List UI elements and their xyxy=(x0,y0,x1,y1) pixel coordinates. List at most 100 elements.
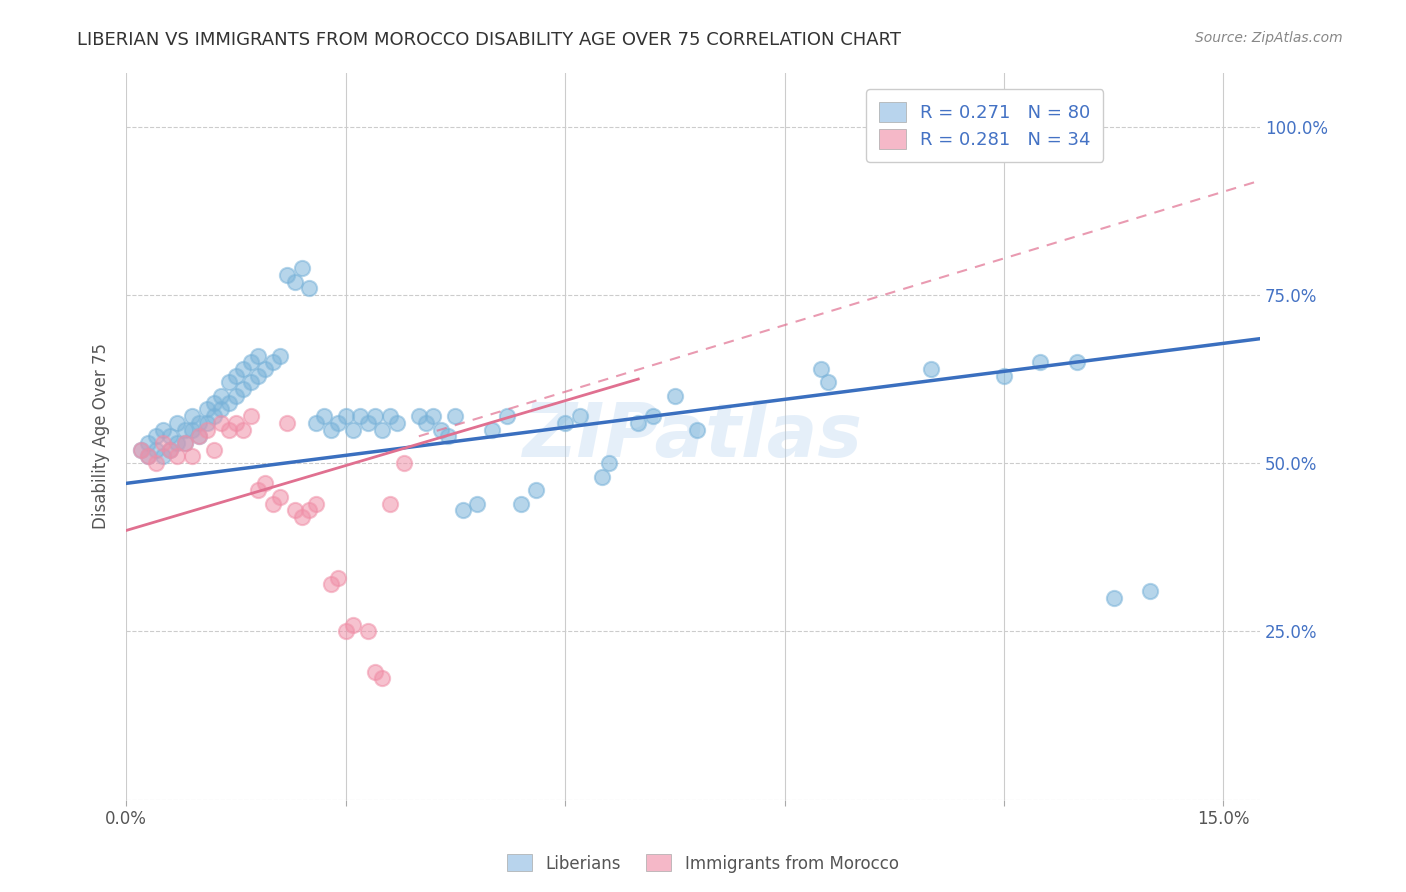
Point xyxy=(188,429,211,443)
Point xyxy=(335,624,357,639)
Point xyxy=(305,496,328,510)
Point xyxy=(568,409,591,423)
Point xyxy=(378,496,401,510)
Point xyxy=(225,368,247,383)
Point xyxy=(283,503,305,517)
Point xyxy=(1139,584,1161,599)
Point xyxy=(152,450,174,464)
Point xyxy=(312,409,335,423)
Point xyxy=(129,442,152,457)
Point xyxy=(159,442,181,457)
Point xyxy=(166,436,188,450)
Point xyxy=(305,416,328,430)
Point xyxy=(356,624,378,639)
Point xyxy=(173,436,195,450)
Point xyxy=(262,355,284,369)
Legend: R = 0.271   N = 80, R = 0.281   N = 34: R = 0.271 N = 80, R = 0.281 N = 34 xyxy=(866,89,1104,161)
Point xyxy=(510,496,533,510)
Point xyxy=(283,275,305,289)
Point xyxy=(239,409,262,423)
Point xyxy=(291,261,314,276)
Point xyxy=(385,416,408,430)
Point xyxy=(641,409,664,423)
Point xyxy=(246,349,269,363)
Point xyxy=(591,469,613,483)
Point xyxy=(335,409,357,423)
Point xyxy=(451,503,474,517)
Legend: Liberians, Immigrants from Morocco: Liberians, Immigrants from Morocco xyxy=(501,847,905,880)
Point xyxy=(664,389,686,403)
Point xyxy=(262,496,284,510)
Point xyxy=(627,416,650,430)
Point xyxy=(481,423,503,437)
Point xyxy=(209,416,232,430)
Point xyxy=(415,416,437,430)
Point xyxy=(209,402,232,417)
Point xyxy=(298,281,321,295)
Point xyxy=(159,429,181,443)
Point xyxy=(136,450,159,464)
Point xyxy=(993,368,1015,383)
Point xyxy=(524,483,547,497)
Text: Source: ZipAtlas.com: Source: ZipAtlas.com xyxy=(1195,31,1343,45)
Point xyxy=(129,442,152,457)
Point xyxy=(166,450,188,464)
Point xyxy=(202,395,225,409)
Point xyxy=(437,429,460,443)
Point xyxy=(467,496,489,510)
Point xyxy=(202,409,225,423)
Point xyxy=(269,490,291,504)
Point xyxy=(202,442,225,457)
Point xyxy=(342,617,364,632)
Point xyxy=(181,450,204,464)
Point xyxy=(173,436,195,450)
Point xyxy=(364,665,387,679)
Point xyxy=(145,456,167,470)
Point xyxy=(254,476,277,491)
Point xyxy=(495,409,517,423)
Point xyxy=(554,416,576,430)
Point xyxy=(188,429,211,443)
Point xyxy=(1066,355,1088,369)
Point xyxy=(173,423,195,437)
Point xyxy=(342,423,364,437)
Point xyxy=(328,570,350,584)
Point xyxy=(225,389,247,403)
Point xyxy=(269,349,291,363)
Point xyxy=(328,416,350,430)
Point xyxy=(195,402,218,417)
Point xyxy=(686,423,709,437)
Point xyxy=(276,416,298,430)
Point xyxy=(188,416,211,430)
Point xyxy=(181,423,204,437)
Point xyxy=(195,423,218,437)
Point xyxy=(298,503,321,517)
Point xyxy=(422,409,444,423)
Point xyxy=(136,436,159,450)
Point xyxy=(349,409,371,423)
Point xyxy=(1029,355,1052,369)
Point xyxy=(378,409,401,423)
Point xyxy=(181,409,204,423)
Point xyxy=(319,423,342,437)
Point xyxy=(218,376,240,390)
Point xyxy=(817,376,839,390)
Y-axis label: Disability Age Over 75: Disability Age Over 75 xyxy=(93,343,110,529)
Point xyxy=(408,409,430,423)
Point xyxy=(392,456,415,470)
Text: LIBERIAN VS IMMIGRANTS FROM MOROCCO DISABILITY AGE OVER 75 CORRELATION CHART: LIBERIAN VS IMMIGRANTS FROM MOROCCO DISA… xyxy=(77,31,901,49)
Point xyxy=(218,395,240,409)
Text: ZIPatlas: ZIPatlas xyxy=(523,400,863,473)
Point xyxy=(246,368,269,383)
Point xyxy=(371,672,394,686)
Point xyxy=(291,510,314,524)
Point xyxy=(239,376,262,390)
Point xyxy=(209,389,232,403)
Point xyxy=(218,423,240,437)
Point xyxy=(444,409,467,423)
Point xyxy=(145,429,167,443)
Point xyxy=(166,416,188,430)
Point xyxy=(1102,591,1125,605)
Point xyxy=(276,268,298,282)
Point xyxy=(225,416,247,430)
